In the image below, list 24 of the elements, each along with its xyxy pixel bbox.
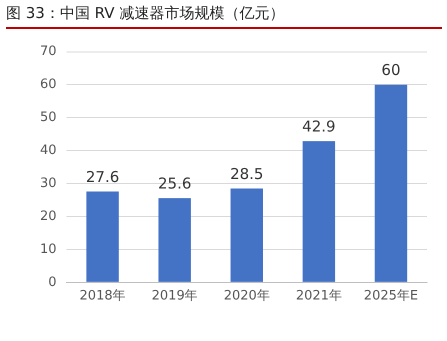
bar	[374, 84, 408, 282]
bar	[230, 188, 263, 282]
bar	[302, 141, 336, 282]
data-label: 28.5	[230, 164, 264, 183]
y-tick-label: 10	[40, 242, 57, 257]
data-label: 27.6	[86, 168, 120, 186]
x-tick-label: 2025年E	[364, 288, 418, 304]
x-tick-label: 2020年	[224, 288, 270, 304]
y-tick-label: 70	[40, 44, 57, 60]
x-tick-label: 2019年	[152, 288, 198, 304]
y-tick-label: 0	[48, 274, 57, 290]
x-tick-label: 2021年	[296, 288, 342, 304]
y-tick-label: 30	[40, 176, 57, 191]
y-tick-label: 40	[40, 143, 57, 158]
y-tick-label: 50	[40, 110, 57, 126]
y-tick-label: 20	[40, 208, 57, 224]
bar	[86, 191, 119, 282]
bar	[158, 198, 191, 282]
x-tick-label: 2018年	[80, 288, 126, 304]
chart-title: 图 33：中国 RV 减速器市场规模（亿元）	[6, 4, 442, 29]
data-label: 25.6	[158, 174, 192, 192]
data-label: 42.9	[302, 117, 336, 136]
y-tick-label: 60	[40, 77, 57, 92]
data-label: 60	[381, 61, 400, 80]
